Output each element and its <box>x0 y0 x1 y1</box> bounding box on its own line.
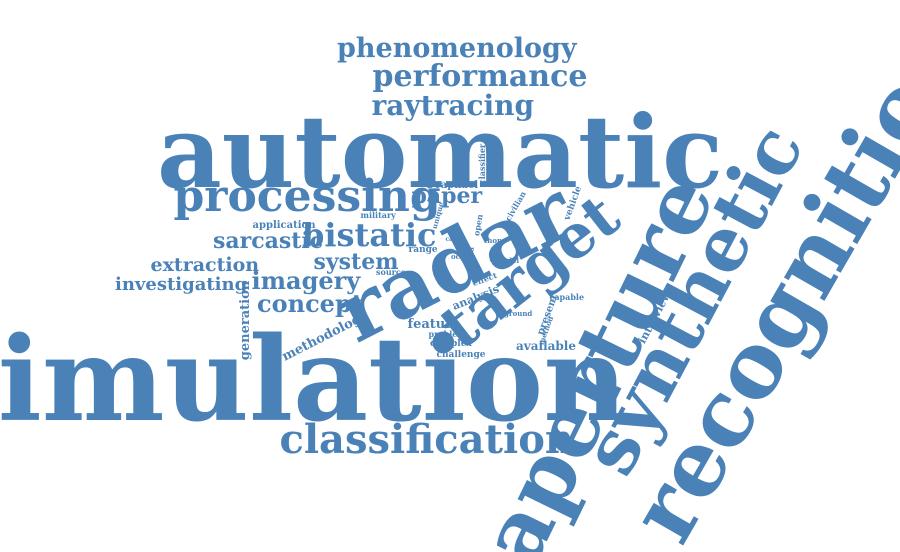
word-ground: ground <box>504 308 533 318</box>
word-raphael: raphael <box>435 180 479 191</box>
word-complex: complex <box>430 338 472 349</box>
word-field: field <box>464 246 476 264</box>
word-paper: paper <box>411 183 483 209</box>
word-phenomenology: phenomenology <box>337 32 577 64</box>
word-challenge: challenge <box>436 349 486 360</box>
word-bistatic: bistatic <box>302 216 437 254</box>
word-extraction: extraction <box>150 253 260 276</box>
word-application: application <box>252 220 316 231</box>
word-occur: occur <box>451 251 473 261</box>
word-classifier: classifier <box>477 143 488 185</box>
word-generation: generation <box>237 280 253 360</box>
word-case: case <box>445 236 461 243</box>
word-output: output <box>425 184 435 212</box>
word-classification: classification <box>279 416 575 463</box>
word-investigating: investigating <box>115 274 248 295</box>
word-sarcastic: sarcastic <box>213 228 324 254</box>
word-performance: performance <box>372 59 588 94</box>
word-range: range <box>408 244 438 255</box>
word-processing: processing <box>173 171 441 222</box>
word-military: military <box>360 210 396 220</box>
word-simulation: simulation <box>0 312 628 448</box>
word-available: available <box>516 339 576 353</box>
word-capable: capable <box>549 292 585 302</box>
word-imagery: imagery <box>251 266 361 295</box>
word-automatic: automatic <box>157 93 724 211</box>
word-concept: concept <box>257 289 363 318</box>
word-thon: thon <box>484 235 503 245</box>
word-feature: feature <box>407 316 461 332</box>
word-work: work <box>491 260 509 267</box>
word-problem: problem <box>428 329 466 339</box>
word-system: system <box>313 249 399 275</box>
word-source: source <box>376 267 406 277</box>
word-raytracing: raytracing <box>371 89 535 122</box>
word-model: model <box>495 255 520 265</box>
